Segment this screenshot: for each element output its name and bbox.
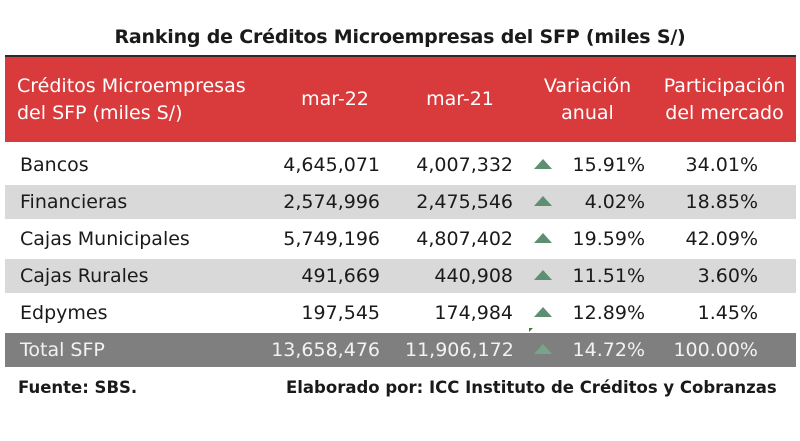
row-variation: 12.89% <box>572 302 645 324</box>
row-mar22: 5,749,196 <box>283 228 380 250</box>
row-mar21: 2,475,546 <box>416 191 513 213</box>
row-name: Cajas Rurales <box>20 265 149 287</box>
row-name: Financieras <box>20 191 128 213</box>
up-triangle-icon <box>534 233 552 243</box>
table-row: Bancos 4,645,071 4,007,332 15.91% 34.01% <box>5 148 796 182</box>
header-category-line1: Créditos Microempresas <box>17 75 246 98</box>
up-triangle-icon <box>534 196 552 206</box>
table-header: Créditos Microempresas del SFP (miles S/… <box>5 55 796 142</box>
header-variation-line1: Variación <box>543 75 632 98</box>
header-mar21: mar-21 <box>426 88 494 111</box>
row-variation: 15.91% <box>572 154 645 176</box>
total-variation: 14.72% <box>572 339 645 361</box>
row-variation: 11.51% <box>572 265 645 287</box>
header-share: Participación del mercado <box>653 57 796 142</box>
row-mar21: 4,007,332 <box>416 154 513 176</box>
row-mar22: 4,645,071 <box>283 154 380 176</box>
header-variation: Variación anual <box>530 57 645 142</box>
row-name: Edpymes <box>20 302 108 324</box>
row-name: Cajas Municipales <box>20 228 190 250</box>
row-mar21: 174,984 <box>434 302 513 324</box>
header-category-line2: del SFP (miles S/) <box>17 101 183 124</box>
up-triangle-icon <box>534 159 552 169</box>
up-triangle-icon <box>534 270 552 280</box>
table-title: Ranking de Créditos Microempresas del SF… <box>114 26 686 48</box>
row-share: 1.45% <box>697 302 758 324</box>
up-triangle-icon <box>534 307 552 317</box>
header-category: Créditos Microempresas del SFP (miles S/… <box>5 57 277 142</box>
header-variation-line2: anual <box>561 101 614 124</box>
row-variation: 19.59% <box>572 228 645 250</box>
row-mar22: 2,574,996 <box>283 191 380 213</box>
header-share-line2: del mercado <box>665 101 784 124</box>
total-mar21: 11,906,172 <box>405 339 514 361</box>
row-share: 42.09% <box>685 228 758 250</box>
table-row: Financieras 2,574,996 2,475,546 4.02% 18… <box>5 185 796 219</box>
row-mar22: 197,545 <box>301 302 380 324</box>
row-mar21: 4,807,402 <box>416 228 513 250</box>
row-mar21: 440,908 <box>434 265 513 287</box>
total-row: Total SFP 13,658,476 11,906,172 14.72% 1… <box>5 333 796 367</box>
footer-source: Fuente: SBS. <box>18 378 138 397</box>
row-mar22: 491,669 <box>301 265 380 287</box>
footer-author: Elaborado por: ICC Instituto de Créditos… <box>286 378 777 397</box>
total-name: Total SFP <box>20 339 105 361</box>
row-share: 18.85% <box>685 191 758 213</box>
row-share: 34.01% <box>685 154 758 176</box>
header-share-line1: Participación <box>663 75 786 98</box>
total-share: 100.00% <box>673 339 758 361</box>
total-mar22: 13,658,476 <box>271 339 380 361</box>
table-row: Edpymes 197,545 174,984 12.89% 1.45% <box>5 296 796 330</box>
row-share: 3.60% <box>697 265 758 287</box>
cell-marker-icon <box>529 328 533 332</box>
up-triangle-icon <box>534 344 552 354</box>
row-variation: 4.02% <box>584 191 645 213</box>
table-row: Cajas Municipales 5,749,196 4,807,402 19… <box>5 222 796 256</box>
row-name: Bancos <box>20 154 89 176</box>
table-row: Cajas Rurales 491,669 440,908 11.51% 3.6… <box>5 259 796 293</box>
header-mar22: mar-22 <box>301 88 369 111</box>
